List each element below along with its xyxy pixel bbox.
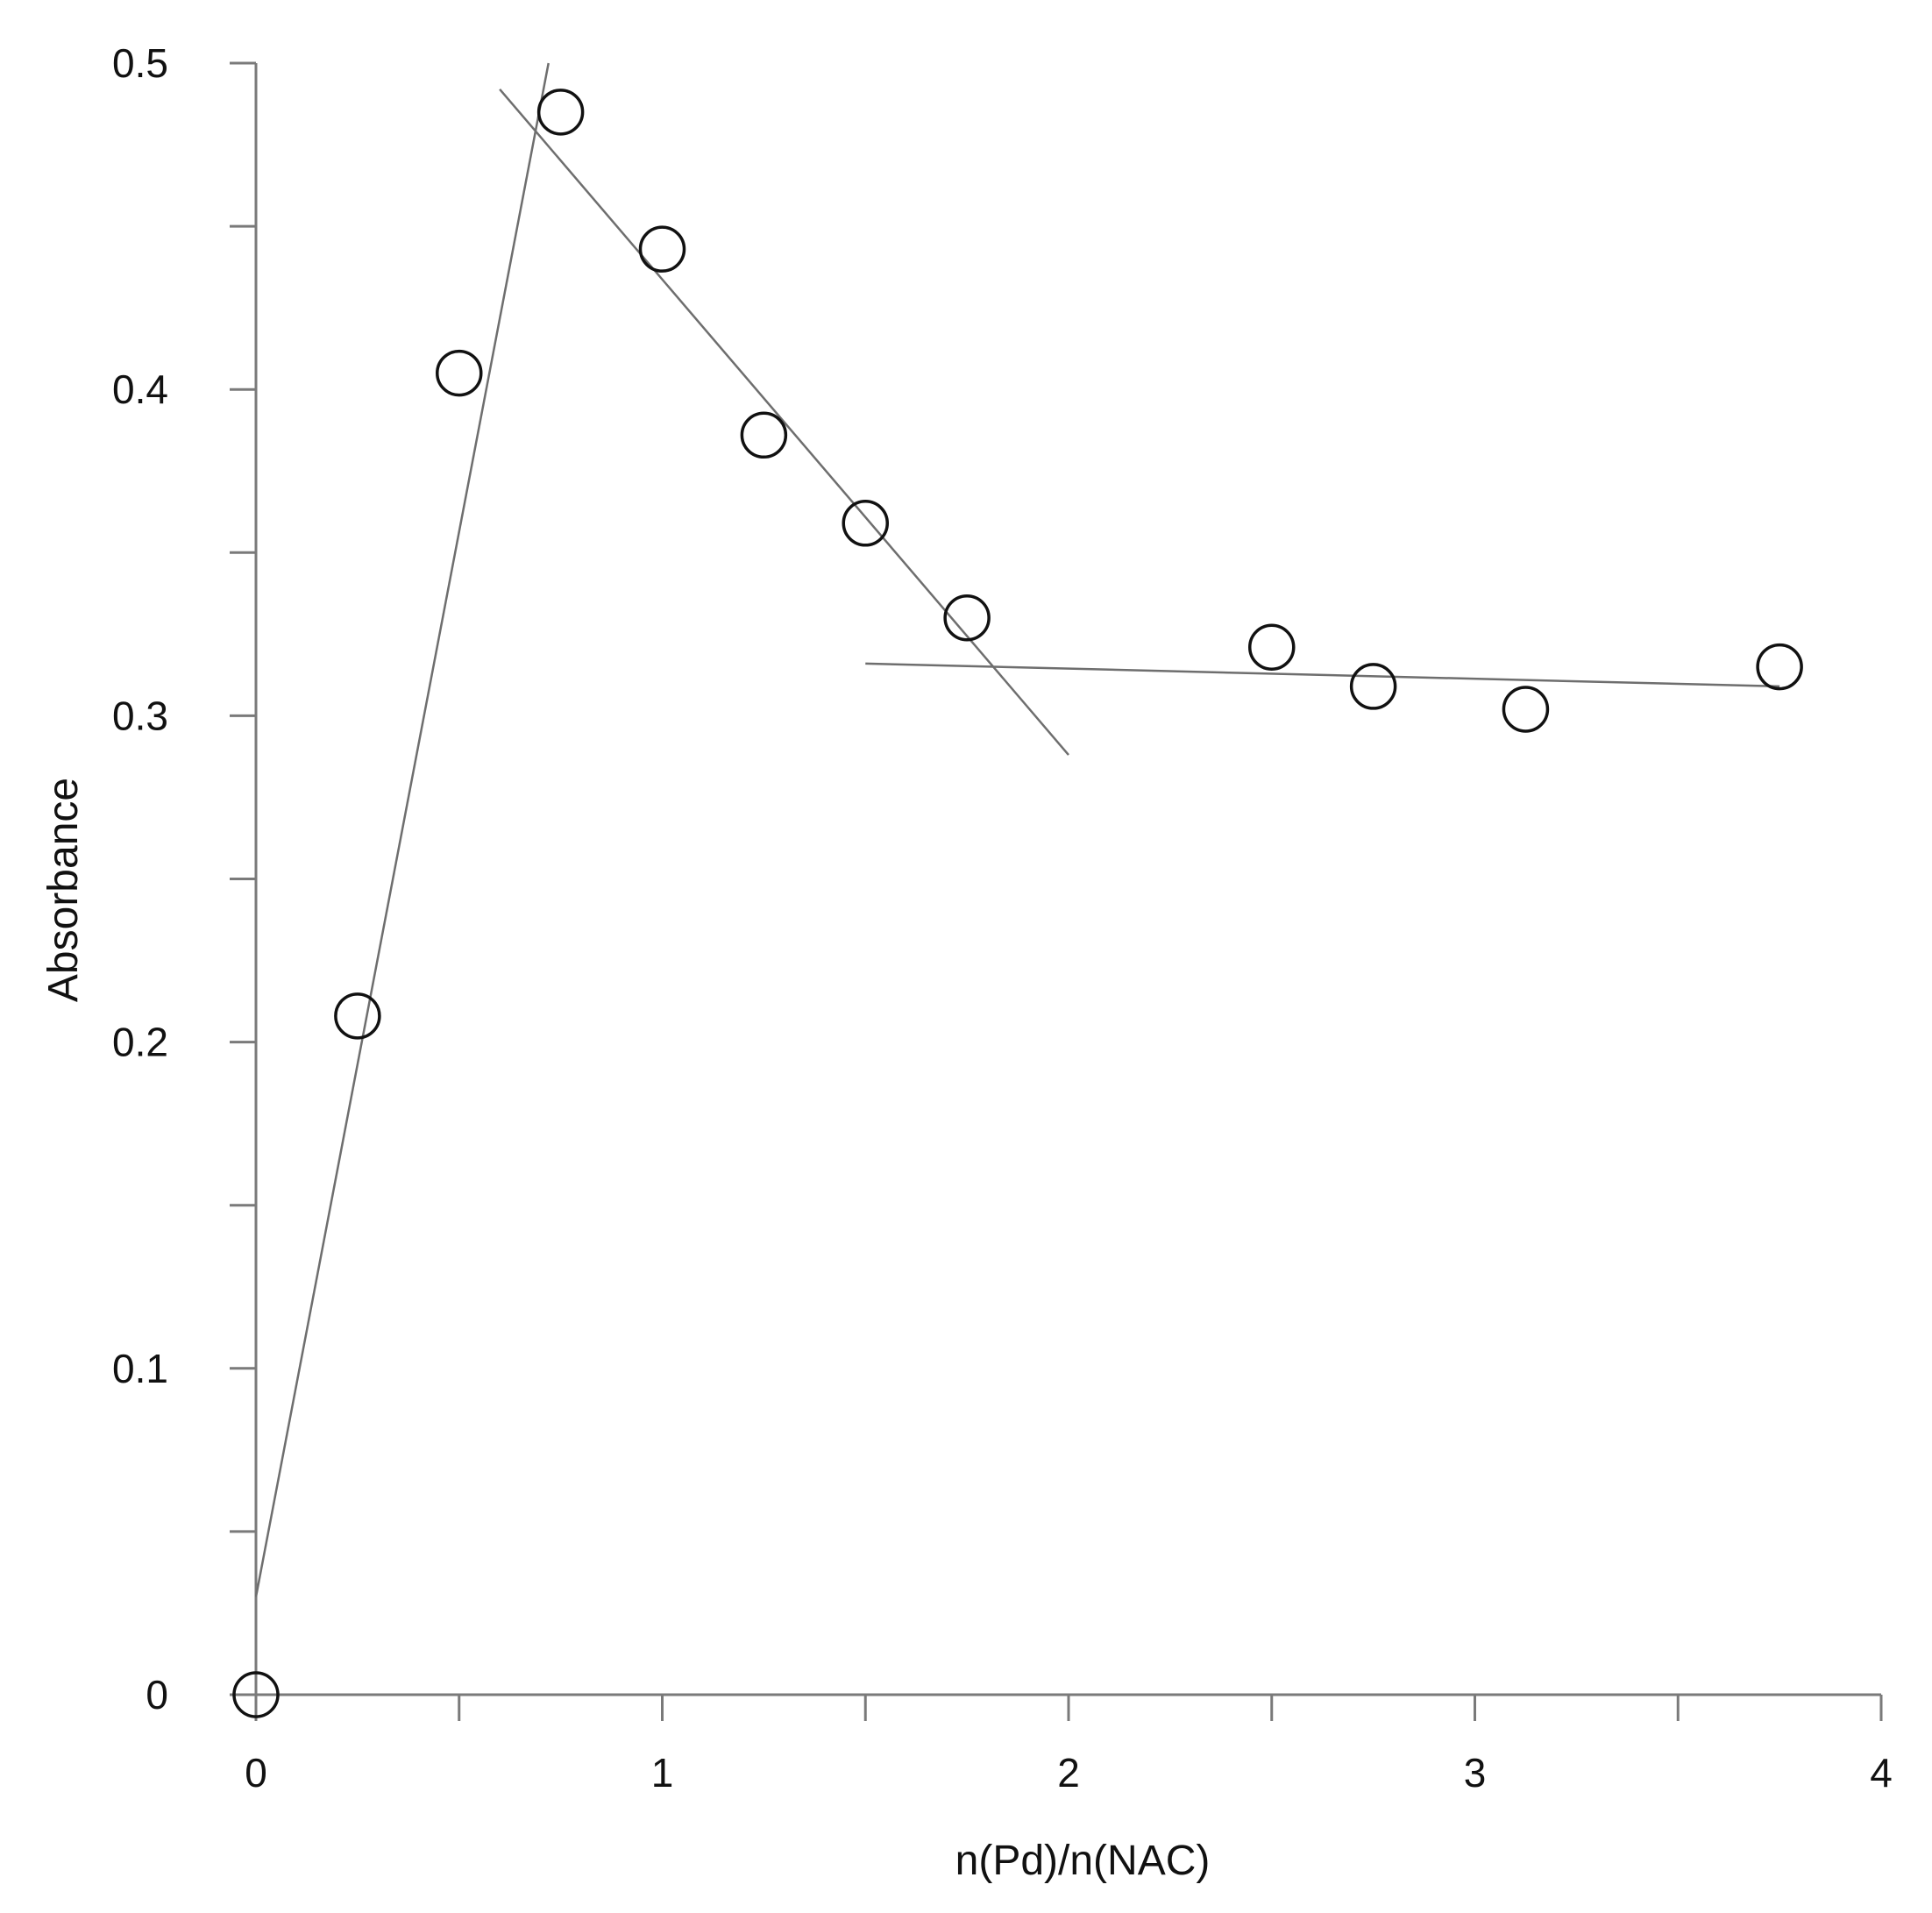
x-tick-label: 0 <box>245 1750 267 1796</box>
x-tick-label: 1 <box>651 1750 674 1796</box>
y-tick-label: 0 <box>146 1672 168 1717</box>
data-point <box>1248 623 1296 671</box>
data-point <box>638 225 686 273</box>
fit-line-3 <box>865 662 1780 688</box>
y-tick-label: 0.2 <box>112 1020 168 1065</box>
fit-lines <box>254 62 1780 1597</box>
tick-labels: 0 1 2 3 4 0 0.1 0.2 0.3 0.4 0.5 <box>112 40 1893 1796</box>
data-point <box>334 992 381 1040</box>
y-tick-label: 0.1 <box>112 1346 168 1391</box>
x-axis-title: n(Pd)/n(NAC) <box>955 1838 1211 1884</box>
axes <box>230 61 1883 1721</box>
y-tick-label: 0.5 <box>112 40 168 86</box>
data-point <box>1502 686 1550 733</box>
data-points <box>232 89 1803 1718</box>
data-point <box>740 411 788 459</box>
data-point <box>536 89 585 136</box>
data-point <box>1349 663 1397 710</box>
fit-line-1 <box>254 62 550 1597</box>
y-axis-title: Absorbance <box>40 778 87 1002</box>
data-point <box>943 594 991 642</box>
data-point <box>436 349 483 397</box>
y-tick-label: 0.4 <box>112 366 168 412</box>
x-tick-label: 4 <box>1870 1750 1893 1796</box>
x-tick-label: 3 <box>1464 1750 1487 1796</box>
x-tick-label: 2 <box>1057 1750 1080 1796</box>
data-point <box>232 1671 280 1718</box>
y-tick-label: 0.3 <box>112 693 168 738</box>
fit-line-2 <box>499 88 1069 756</box>
data-point <box>842 500 889 547</box>
data-point <box>1756 643 1803 691</box>
